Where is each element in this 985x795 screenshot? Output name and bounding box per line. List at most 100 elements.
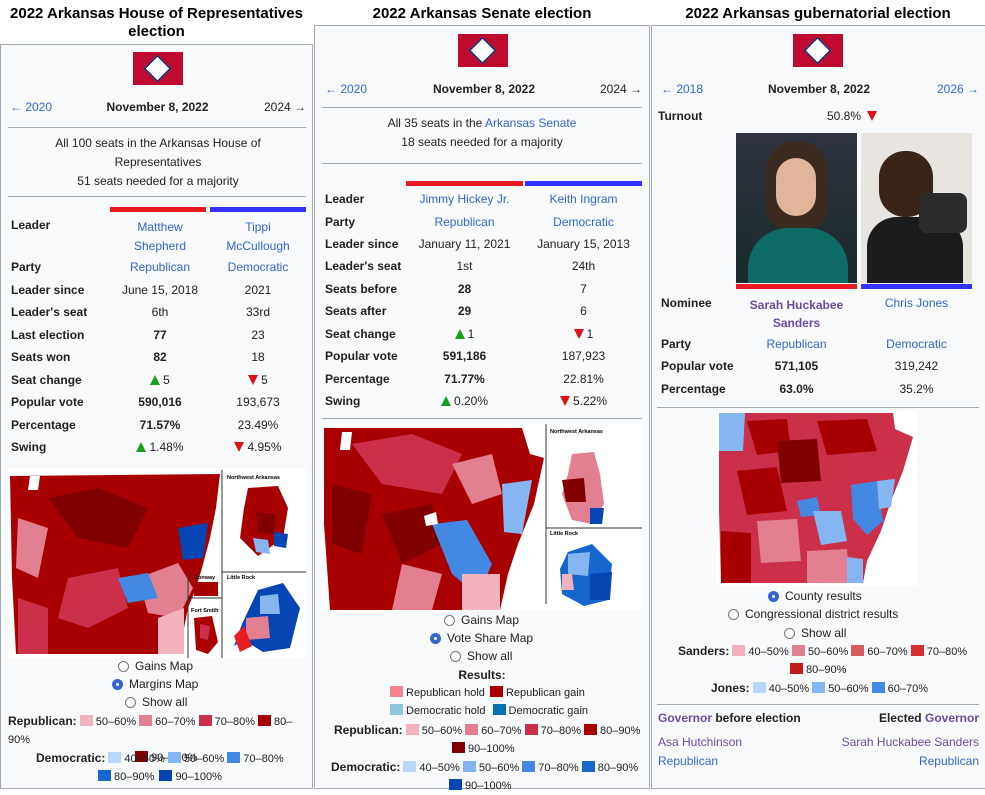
house-radio-gains[interactable]: Gains Map: [118, 659, 193, 674]
governor-link[interactable]: Governor: [924, 711, 979, 725]
dem-party-link[interactable]: Democratic: [553, 215, 614, 229]
dem-swing: 5.22%: [525, 394, 642, 409]
rep-percentage: 63.0%: [779, 382, 814, 396]
house-prev-link[interactable]: ← 2020: [10, 100, 53, 114]
arkansas-flag-icon: [793, 34, 843, 67]
house-legend-rep: Republican: 50–60% 60–70% 70–80% 80–90% …: [8, 712, 308, 767]
house-radio-margins[interactable]: Margins Map: [112, 677, 198, 692]
dem-leader-seat: 33rd: [245, 305, 271, 319]
radio-button-selected-icon[interactable]: [768, 591, 779, 602]
decrease-icon: [248, 375, 259, 385]
gov-next-link[interactable]: 2026 →: [936, 82, 979, 96]
dem-popular-vote: 193,673: [236, 395, 280, 409]
senate-radio-voteshare[interactable]: Vote Share Map: [430, 631, 533, 646]
label-seats-before: Seats before: [325, 282, 398, 296]
radio-button-icon[interactable]: [450, 651, 461, 662]
label-swing: Swing: [325, 394, 361, 408]
label-last-election: Last election: [11, 328, 85, 342]
house-radio-showall[interactable]: Show all: [125, 695, 187, 710]
inset-label-fs: Fort Smith: [191, 608, 219, 614]
rep-swing: 1.48%: [110, 440, 210, 455]
label-popular-vote: Popular vote: [11, 395, 84, 409]
senate-legend-dem: Democratic: 40–50% 50–60% 70–80% 80–90% …: [331, 760, 639, 792]
dem-leader-link[interactable]: Keith Ingram: [549, 192, 618, 206]
senate-next-link[interactable]: 2024 →: [599, 82, 642, 96]
senate-results-legend: Republican hold Republican gain Democrat…: [390, 684, 650, 720]
governor-link[interactable]: Governor: [658, 711, 713, 725]
rep-swing: 0.20%: [406, 394, 523, 409]
gov-radio-showall[interactable]: Show all: [784, 626, 846, 641]
label-seat-change: Seat change: [11, 373, 82, 387]
senate-legend-rep: Republican: 50–60% 60–70% 70–80% 80–90% …: [334, 723, 641, 755]
radio-button-icon[interactable]: [728, 609, 739, 620]
label-seats-won: Seats won: [11, 350, 71, 364]
label-leader: Leader: [11, 218, 51, 232]
rep-percentage: 71.77%: [444, 372, 485, 386]
inset-label-lr: Little Rock: [227, 575, 256, 581]
label-party: Party: [325, 215, 356, 229]
radio-button-icon[interactable]: [118, 661, 129, 672]
rep-color-bar: [736, 284, 857, 289]
radio-button-selected-icon[interactable]: [430, 633, 441, 644]
senate-results-label: Results:: [458, 668, 506, 682]
rep-party-link[interactable]: Republican: [434, 215, 495, 229]
senate-radio-gains[interactable]: Gains Map: [444, 613, 519, 628]
radio-button-icon[interactable]: [784, 628, 795, 639]
arkansas-flag-icon: [458, 34, 508, 67]
increase-icon: [136, 442, 147, 452]
inset-label-nw: Northwest Arkansas: [550, 429, 603, 435]
dem-party-link[interactable]: Democratic: [227, 260, 289, 274]
dem-seat-change: 5: [208, 373, 308, 388]
dem-percentage: 22.81%: [563, 372, 604, 386]
dem-percentage: 35.2%: [899, 382, 934, 396]
gov-title: 2022 Arkansas gubernatorial election: [685, 5, 951, 22]
dem-swing: 4.95%: [208, 440, 308, 455]
rep-seats-after: 29: [457, 304, 472, 318]
house-title: 2022 Arkansas House of Representatives e…: [10, 5, 303, 40]
gov-radio-county[interactable]: County results: [768, 589, 862, 604]
dem-leader-seat: 24th: [571, 259, 596, 273]
dem-nominee-link[interactable]: Chris Jones: [884, 296, 949, 310]
label-swing: Swing: [11, 440, 47, 454]
senate-radio-showall[interactable]: Show all: [450, 649, 512, 664]
house-infobox: 2022 Arkansas House of Representatives e…: [0, 0, 313, 789]
senate-district-map: Northwest Arkansas Little Rock: [322, 424, 642, 610]
arkansas-senate-link[interactable]: Arkansas Senate: [485, 116, 577, 130]
decrease-icon: [573, 329, 584, 339]
elected-governor-name-link[interactable]: Sarah Huckabee Sanders: [841, 735, 979, 749]
rep-party-link[interactable]: Republican: [766, 337, 827, 351]
label-leader-since: Leader since: [325, 237, 399, 251]
rep-leader-seat: 1st: [456, 259, 473, 273]
senate-title: 2022 Arkansas Senate election: [372, 5, 592, 22]
rep-leader-since: January 11, 2021: [418, 237, 511, 251]
gov-date: November 8, 2022: [767, 82, 871, 96]
inset-label-lr: Little Rock: [550, 531, 579, 537]
dem-party-link[interactable]: Democratic: [886, 337, 947, 351]
radio-button-icon[interactable]: [125, 697, 136, 708]
dem-leader-link[interactable]: Tippi McCullough: [226, 220, 290, 253]
senate-box: [314, 25, 650, 789]
dem-color-bar: [861, 284, 972, 289]
dem-seat-change: 1: [525, 327, 642, 342]
rep-party-link[interactable]: Republican: [129, 260, 191, 274]
jones-photo: [861, 133, 972, 283]
gov-prev-link[interactable]: ← 2018: [661, 82, 704, 96]
radio-button-selected-icon[interactable]: [112, 679, 123, 690]
elected-governor-party-link[interactable]: Republican: [918, 754, 979, 768]
house-next-link[interactable]: 2024 →: [263, 100, 306, 114]
decrease-icon: [234, 442, 245, 452]
rep-leader-link[interactable]: Matthew Shepherd: [133, 220, 187, 253]
rep-nominee-link[interactable]: Sarah Huckabee Sanders: [749, 298, 844, 330]
sanders-photo: [736, 133, 857, 283]
rep-popular-vote: 571,105: [774, 359, 819, 373]
senate-prev-link[interactable]: ← 2020: [325, 82, 368, 96]
radio-button-icon[interactable]: [444, 615, 455, 626]
gov-radio-district[interactable]: Congressional district results: [728, 607, 898, 622]
label-popular-vote: Popular vote: [325, 349, 398, 363]
rep-seat-change: 5: [110, 373, 210, 388]
rep-leader-link[interactable]: Jimmy Hickey Jr.: [419, 192, 510, 206]
decrease-icon: [559, 396, 570, 406]
before-governor-name-link[interactable]: Asa Hutchinson: [658, 735, 743, 749]
dem-popular-vote: 187,923: [561, 349, 606, 363]
before-governor-party-link[interactable]: Republican: [658, 754, 719, 768]
